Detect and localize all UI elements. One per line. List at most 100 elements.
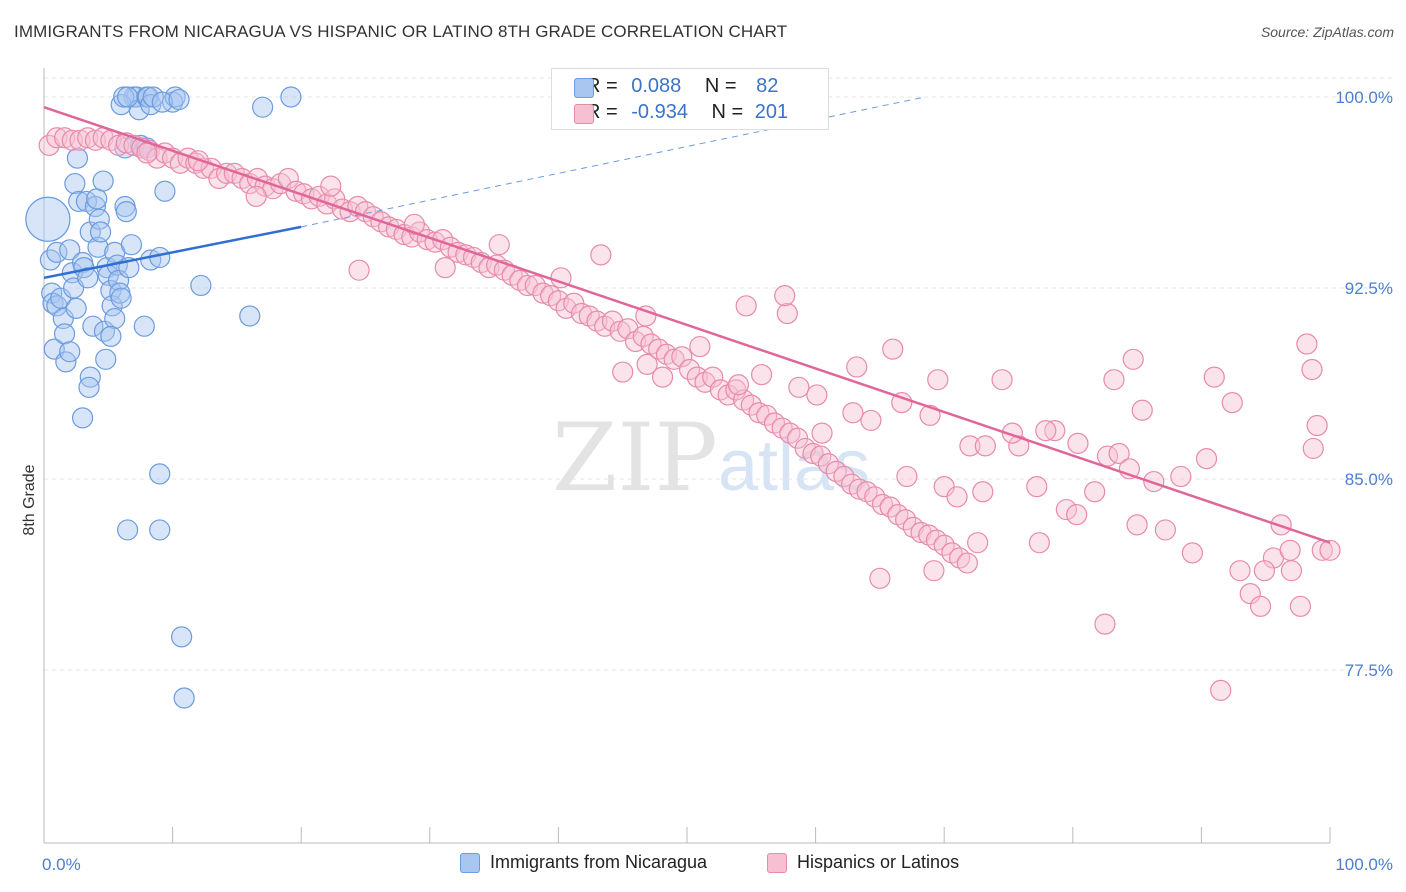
data-point bbox=[974, 435, 996, 457]
data-point bbox=[869, 567, 891, 589]
data-point bbox=[895, 509, 917, 531]
data-point bbox=[68, 190, 90, 213]
legend-n-value: 82 bbox=[756, 75, 779, 97]
data-point bbox=[750, 363, 773, 386]
data-point bbox=[77, 267, 99, 289]
y-axis-label: 8th Grade bbox=[21, 464, 38, 535]
y-tick-label: 92.5% bbox=[1345, 279, 1393, 298]
data-point bbox=[107, 134, 130, 156]
data-point bbox=[910, 521, 932, 544]
data-point bbox=[848, 478, 870, 500]
data-point bbox=[933, 534, 955, 556]
data-point bbox=[137, 86, 159, 108]
data-point bbox=[149, 519, 171, 541]
data-point bbox=[82, 315, 104, 337]
data-point bbox=[727, 374, 750, 396]
data-point bbox=[967, 532, 989, 554]
data-point bbox=[434, 257, 456, 279]
data-point bbox=[1001, 422, 1023, 444]
data-point bbox=[882, 338, 904, 360]
data-point bbox=[1170, 465, 1192, 488]
data-point bbox=[702, 366, 724, 388]
data-point bbox=[635, 305, 657, 327]
data-point bbox=[110, 287, 132, 309]
data-point bbox=[65, 297, 87, 319]
data-point bbox=[842, 402, 864, 424]
data-point bbox=[1301, 358, 1323, 381]
data-point bbox=[116, 519, 139, 541]
data-point bbox=[25, 196, 71, 242]
legend-r-value: -0.934 bbox=[631, 101, 688, 123]
data-point bbox=[663, 348, 685, 370]
data-point bbox=[806, 384, 828, 406]
data-point bbox=[817, 453, 840, 475]
legend-box: R = 0.088 N = 82 R = -0.934 N = 201 bbox=[551, 68, 829, 130]
data-point bbox=[740, 394, 762, 416]
data-point bbox=[71, 407, 94, 429]
data-point bbox=[59, 341, 81, 363]
data-point bbox=[879, 496, 901, 518]
data-point bbox=[959, 435, 981, 457]
trend-line-hispanic bbox=[43, 106, 1331, 544]
data-point bbox=[59, 239, 81, 261]
data-point bbox=[860, 409, 882, 432]
data-point bbox=[173, 687, 195, 709]
data-point bbox=[120, 234, 143, 256]
data-point bbox=[1253, 560, 1276, 582]
data-point bbox=[1279, 539, 1301, 561]
data-points bbox=[25, 86, 1341, 709]
data-point bbox=[455, 244, 477, 266]
data-point bbox=[802, 442, 824, 465]
data-point bbox=[1210, 679, 1232, 701]
bottom-legend-label: Hispanics or Latinos bbox=[797, 852, 960, 872]
data-point bbox=[168, 88, 190, 111]
data-point bbox=[1126, 514, 1148, 536]
trend-line-nicaragua bbox=[43, 225, 302, 280]
data-point bbox=[609, 320, 631, 342]
data-point bbox=[38, 134, 60, 156]
data-point bbox=[100, 325, 122, 347]
data-point bbox=[46, 241, 68, 263]
series-nicaragua bbox=[25, 86, 302, 709]
data-point bbox=[277, 167, 299, 190]
legend-n-value: 201 bbox=[754, 101, 789, 123]
data-point bbox=[919, 404, 941, 426]
data-point bbox=[1306, 414, 1328, 437]
data-point bbox=[488, 234, 510, 256]
data-point bbox=[104, 307, 126, 330]
data-point bbox=[776, 302, 798, 325]
data-point bbox=[748, 402, 770, 424]
data-point bbox=[84, 129, 107, 151]
data-point bbox=[95, 348, 117, 370]
data-point bbox=[632, 325, 654, 347]
data-point bbox=[61, 129, 83, 151]
data-point bbox=[651, 366, 674, 388]
data-point bbox=[1108, 442, 1130, 465]
data-point bbox=[689, 335, 711, 358]
data-point bbox=[1249, 595, 1272, 617]
legend-swatch-nicaragua bbox=[574, 78, 594, 98]
data-point bbox=[46, 127, 68, 149]
data-point bbox=[833, 465, 855, 488]
data-point bbox=[1026, 476, 1048, 498]
data-point bbox=[756, 404, 778, 426]
data-point bbox=[1289, 595, 1312, 617]
data-point bbox=[1103, 369, 1125, 391]
data-point bbox=[532, 282, 554, 304]
data-point bbox=[991, 369, 1013, 391]
data-point bbox=[1122, 348, 1144, 370]
data-point bbox=[164, 86, 186, 108]
data-point bbox=[403, 213, 425, 235]
data-point bbox=[788, 376, 810, 398]
data-point bbox=[923, 560, 945, 582]
data-point bbox=[84, 195, 107, 218]
data-point bbox=[671, 346, 693, 368]
data-point bbox=[77, 127, 99, 149]
legend-swatch-hispanic bbox=[574, 104, 594, 124]
data-point bbox=[864, 486, 886, 508]
data-point bbox=[1195, 448, 1218, 470]
data-point bbox=[116, 86, 139, 108]
data-point bbox=[101, 295, 123, 317]
data-point bbox=[92, 170, 114, 192]
